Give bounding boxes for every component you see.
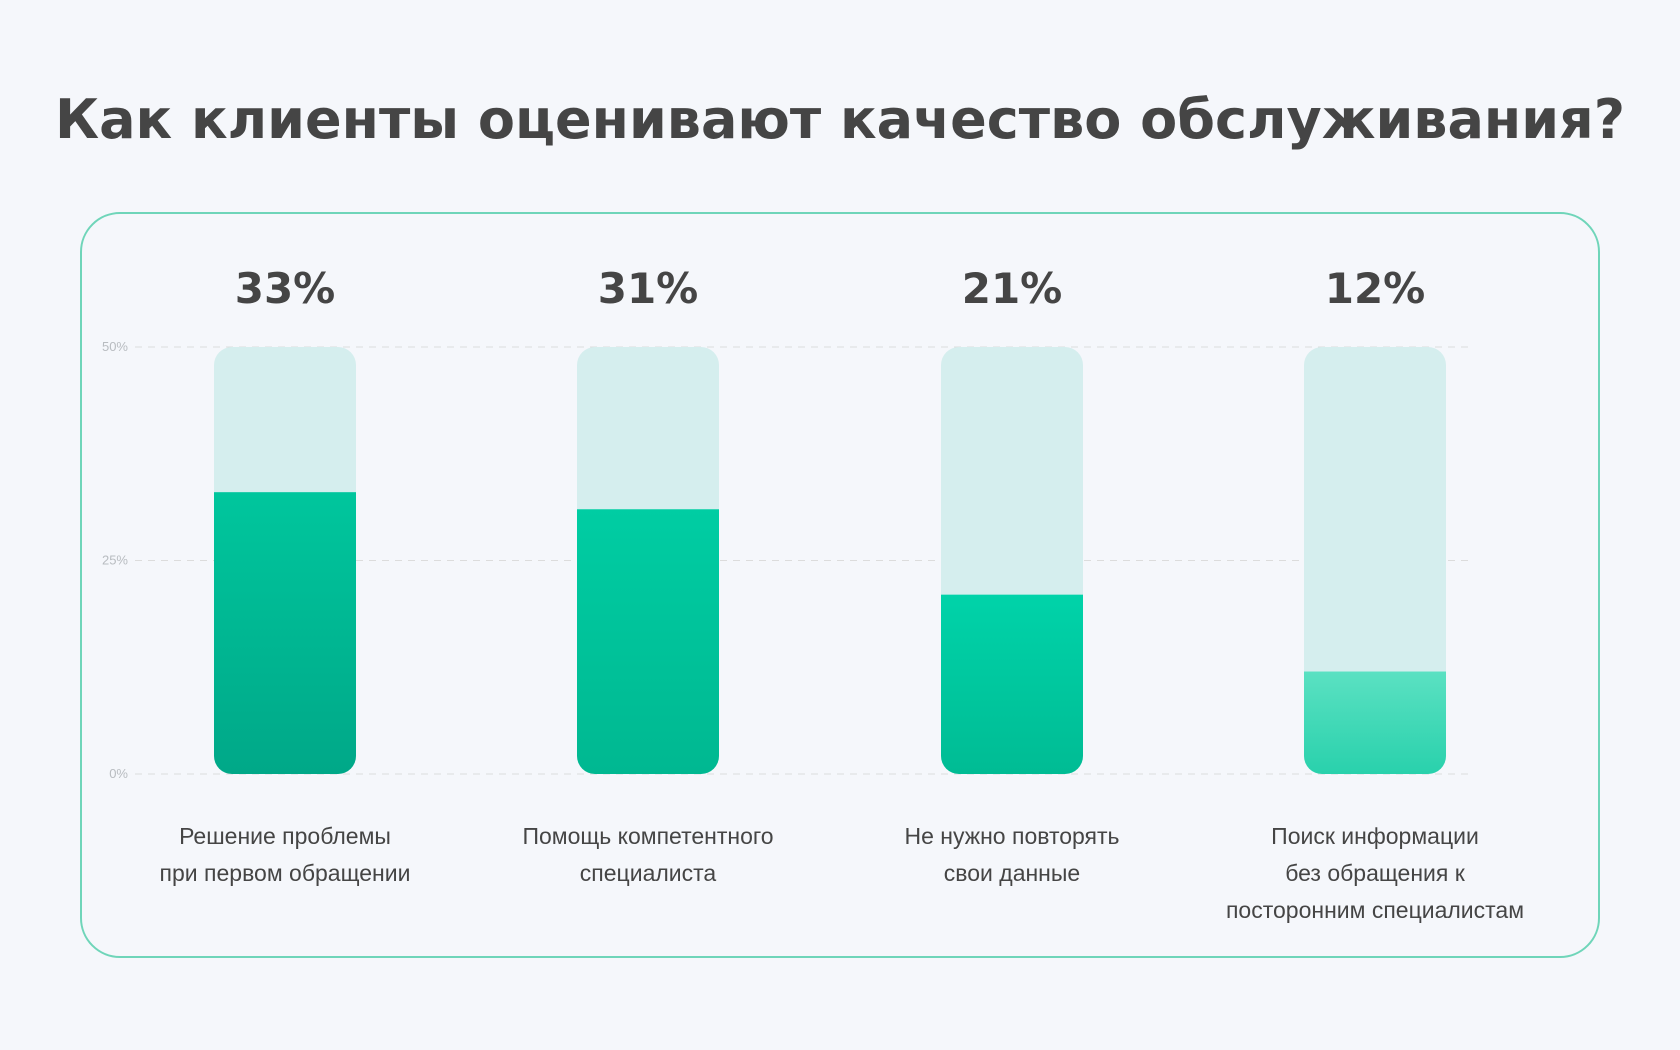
category-label: Не нужно повторять свои данные bbox=[832, 818, 1192, 892]
bar-track bbox=[1304, 347, 1446, 774]
bar bbox=[941, 594, 1083, 774]
category-label-line: специалиста bbox=[579, 860, 717, 886]
category-label-line: Помощь компетентного bbox=[522, 823, 774, 849]
y-tick-label: 0% bbox=[109, 766, 128, 781]
category-label: Поиск информации без обращения к посторонн… bbox=[1195, 818, 1555, 929]
y-tick-label: 50% bbox=[102, 339, 128, 354]
category-label-line: Не нужно повторять bbox=[904, 823, 1120, 849]
category-label: Решение проблемы при первом обращении bbox=[105, 818, 465, 892]
value-label: 21% bbox=[962, 264, 1063, 313]
category-label: Помощь компетентного специалиста bbox=[468, 818, 828, 892]
bar bbox=[214, 492, 356, 774]
bar bbox=[1304, 671, 1446, 774]
category-label-line: без обращения к bbox=[1285, 860, 1465, 886]
page-title: Как клиенты оценивают качество обслужива… bbox=[54, 88, 1626, 151]
category-label-line: Решение проблемы bbox=[179, 823, 391, 849]
bar bbox=[577, 509, 719, 774]
category-label-line: свои данные bbox=[943, 860, 1081, 886]
value-label: 31% bbox=[598, 264, 699, 313]
value-label: 33% bbox=[235, 264, 336, 313]
y-tick-label: 25% bbox=[102, 553, 128, 568]
category-label-line: при первом обращении bbox=[159, 860, 411, 886]
category-label-line: Поиск информации bbox=[1271, 823, 1479, 849]
value-label: 12% bbox=[1325, 264, 1426, 313]
category-label-line: посторонним специалистам bbox=[1225, 897, 1525, 923]
